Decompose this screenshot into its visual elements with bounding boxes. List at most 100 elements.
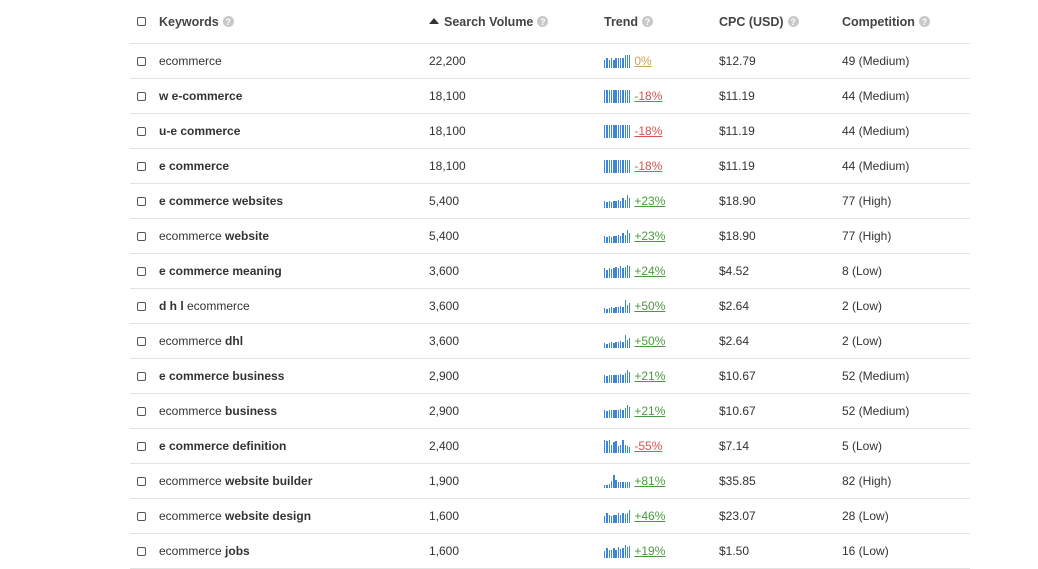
row-checkbox-cell[interactable] <box>130 184 152 218</box>
row-checkbox[interactable] <box>136 511 146 521</box>
help-icon[interactable]: ? <box>642 16 654 27</box>
table-row[interactable]: d h l ecommerce 3,600 +50% $2.64 2 (Low) <box>130 289 970 324</box>
trend-sparkline <box>604 404 631 418</box>
help-icon[interactable]: ? <box>918 16 930 27</box>
trend-percent-link[interactable]: +46% <box>634 509 666 523</box>
trend-sparkline <box>604 509 631 523</box>
table-row[interactable]: ecommerce business 2,900 +21% $10.67 52 (Med… <box>130 394 970 429</box>
keyword-cell[interactable]: e commerce meaning <box>159 254 282 288</box>
row-checkbox[interactable] <box>136 301 146 311</box>
row-checkbox[interactable] <box>136 406 146 416</box>
select-all-checkbox-cell[interactable] <box>130 0 152 43</box>
trend-percent-link[interactable]: +21% <box>634 369 666 383</box>
table-row[interactable]: e commerce 18,100 -18% $11.19 44 (Medium) <box>130 149 970 184</box>
table-row[interactable]: ecommerce website builder 1,900 +81% $35.85… <box>130 464 970 499</box>
row-checkbox[interactable] <box>136 476 146 486</box>
row-checkbox-cell[interactable] <box>130 79 152 113</box>
row-checkbox[interactable] <box>136 231 146 241</box>
trend-percent-link[interactable]: -18% <box>634 89 663 103</box>
row-checkbox-cell[interactable] <box>130 464 152 498</box>
keyword-cell[interactable]: d h l ecommerce <box>159 289 250 323</box>
row-checkbox[interactable] <box>136 56 146 66</box>
table-row[interactable]: ecommerce 22,200 0% $12.79 49 (Medium) <box>130 44 970 79</box>
sparkline-bar <box>613 236 615 243</box>
table-row[interactable]: ecommerce dhl 3,600 +50% $2.64 2 (Low) <box>130 324 970 359</box>
row-checkbox[interactable] <box>136 196 146 206</box>
trend-percent-link[interactable]: 0% <box>634 54 652 68</box>
row-checkbox-cell[interactable] <box>130 499 152 533</box>
row-checkbox[interactable] <box>136 546 146 556</box>
row-checkbox-cell[interactable] <box>130 359 152 393</box>
column-keywords[interactable]: Keywords ? <box>159 0 234 43</box>
row-checkbox-cell[interactable] <box>130 114 152 148</box>
row-checkbox-cell[interactable] <box>130 429 152 463</box>
keyword-cell[interactable]: ecommerce website design <box>159 499 311 533</box>
trend-percent-link[interactable]: -18% <box>634 124 663 138</box>
row-checkbox-cell[interactable] <box>130 149 152 183</box>
keyword-cell[interactable]: w e-commerce <box>159 79 242 113</box>
row-checkbox-cell[interactable] <box>130 394 152 428</box>
row-checkbox-cell[interactable] <box>130 534 152 568</box>
row-checkbox[interactable] <box>136 91 146 101</box>
row-checkbox[interactable] <box>136 336 146 346</box>
trend-percent-link[interactable]: +50% <box>634 299 666 313</box>
trend-percent-link[interactable]: +81% <box>634 474 666 488</box>
trend-sparkline <box>604 544 631 558</box>
keyword-cell[interactable]: e commerce definition <box>159 429 286 463</box>
table-row[interactable]: e commerce definition 2,400 -55% $7.14 5 (Lo… <box>130 429 970 464</box>
column-search-volume[interactable]: Search Volume ? <box>429 0 549 43</box>
help-icon[interactable]: ? <box>537 16 549 27</box>
row-checkbox-cell[interactable] <box>130 219 152 253</box>
keyword-cell[interactable]: e commerce business <box>159 359 284 393</box>
row-checkbox-cell[interactable] <box>130 324 152 358</box>
trend-percent-link[interactable]: +21% <box>634 404 666 418</box>
keyword-cell[interactable]: ecommerce jobs <box>159 534 250 568</box>
keyword-highlight-part: e commerce business <box>159 369 285 383</box>
trend-percent-link[interactable]: -55% <box>634 439 663 453</box>
keyword-plain-part: ecommerce <box>159 229 226 243</box>
row-checkbox[interactable] <box>136 126 146 136</box>
keyword-cell[interactable]: ecommerce business <box>159 394 277 428</box>
table-row[interactable]: e commerce business 2,900 +21% $10.67 52 (Me… <box>130 359 970 394</box>
trend-percent-link[interactable]: +23% <box>634 194 666 208</box>
competition-cell: 44 (Medium) <box>842 89 910 103</box>
row-checkbox[interactable] <box>136 161 146 171</box>
help-icon[interactable]: ? <box>222 16 234 27</box>
trend-percent-link[interactable]: +23% <box>634 229 666 243</box>
row-checkbox[interactable] <box>136 371 146 381</box>
table-row[interactable]: ecommerce website design 1,600 +46% $23.07 2… <box>130 499 970 534</box>
sparkline-bar <box>626 481 629 488</box>
column-cpc[interactable]: CPC (USD) ? <box>719 0 799 43</box>
trend-percent-link[interactable]: +19% <box>634 544 666 558</box>
table-row[interactable]: u-e commerce 18,100 -18% $11.19 44 (Medium) <box>130 114 970 149</box>
keyword-cell[interactable]: e commerce <box>159 149 229 183</box>
sparkline-bar <box>629 232 631 243</box>
keyword-highlight-part: website builder <box>225 474 313 488</box>
row-checkbox-cell[interactable] <box>130 44 152 78</box>
select-all-checkbox[interactable] <box>136 17 146 26</box>
keyword-cell[interactable]: ecommerce website <box>159 219 269 253</box>
sparkline-bar <box>624 234 626 243</box>
table-row[interactable]: ecommerce website 5,400 +23% $18.90 77 (High… <box>130 219 970 254</box>
keyword-cell[interactable]: u-e commerce <box>159 114 240 148</box>
help-icon[interactable]: ? <box>787 16 799 27</box>
sparkline-bar <box>626 195 629 208</box>
column-competition[interactable]: Competition ? <box>842 0 930 43</box>
keyword-cell[interactable]: ecommerce <box>159 44 222 78</box>
row-checkbox-cell[interactable] <box>130 289 152 323</box>
trend-percent-link[interactable]: +50% <box>634 334 666 348</box>
column-trend[interactable]: Trend ? <box>604 0 654 43</box>
table-row[interactable]: w e-commerce 18,100 -18% $11.19 44 (Medium) <box>130 79 970 114</box>
table-row[interactable]: e commerce meaning 3,600 +24% $4.52 8 (Low) <box>130 254 970 289</box>
table-row[interactable]: e commerce websites 5,400 +23% $18.90 77 (Hi… <box>130 184 970 219</box>
keyword-cell[interactable]: ecommerce dhl <box>159 324 243 358</box>
keyword-cell[interactable]: e commerce websites <box>159 184 283 218</box>
trend-sparkline <box>604 159 631 173</box>
keyword-cell[interactable]: ecommerce website builder <box>159 464 312 498</box>
row-checkbox[interactable] <box>136 266 146 276</box>
row-checkbox[interactable] <box>136 441 146 451</box>
trend-percent-link[interactable]: -18% <box>634 159 663 173</box>
trend-percent-link[interactable]: +24% <box>634 264 666 278</box>
row-checkbox-cell[interactable] <box>130 254 152 288</box>
table-row[interactable]: ecommerce jobs 1,600 +19% $1.50 16 (Low) <box>130 534 970 569</box>
